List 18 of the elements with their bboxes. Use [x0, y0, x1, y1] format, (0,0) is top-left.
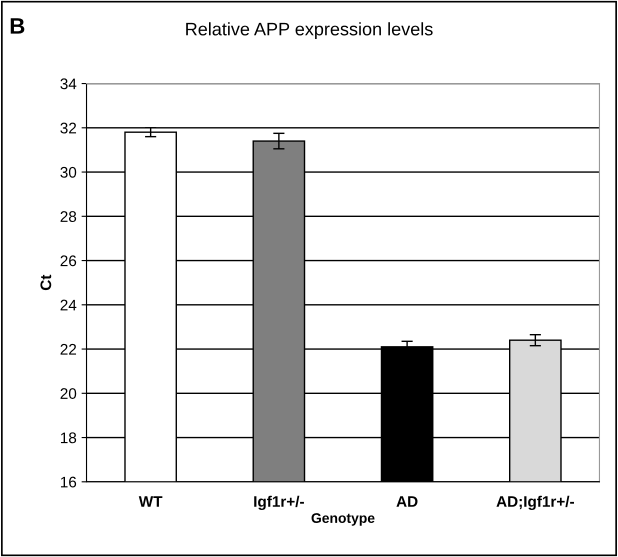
text: B	[10, 18, 24, 34]
x-axis-title: Genotype	[312, 513, 375, 526]
x-tick-label: AD	[396, 496, 418, 507]
y-tick-label: 24	[60, 300, 76, 310]
y-tick-label: 26	[60, 255, 76, 266]
y-tick-label: 32	[60, 122, 76, 134]
x-tick-label: AD;Igf1r+/-	[496, 496, 574, 510]
chart-title: Relative APP expression levels	[186, 22, 433, 40]
x-tick-label: Igf1r+/-	[254, 496, 304, 510]
y-tick-label: 16	[60, 476, 76, 488]
y-tick-label: 28	[60, 211, 76, 222]
y-tick-label: 34	[60, 78, 76, 90]
y-tick-label: 20	[60, 388, 76, 399]
y-axis-title: Ct	[40, 274, 52, 290]
x-tick-label: WT	[138, 496, 162, 507]
y-tick-label: 22	[60, 344, 76, 355]
y-tick-label: 30	[60, 166, 76, 178]
y-tick-label: 18	[60, 432, 76, 444]
